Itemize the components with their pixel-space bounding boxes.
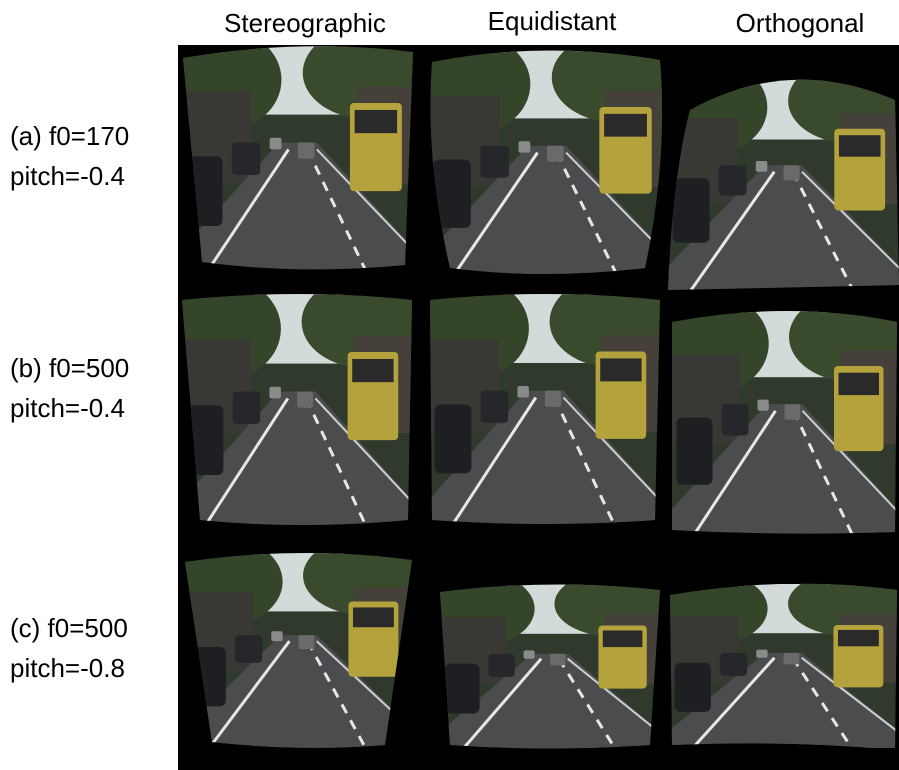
row-pitch: pitch=-0.4 (10, 393, 125, 423)
car (677, 418, 713, 485)
car (758, 400, 769, 411)
bus-window (604, 114, 647, 137)
row-label: (a) f0=170 (10, 121, 129, 151)
street-photo (647, 571, 899, 748)
car (435, 404, 472, 473)
row-label: (b) f0=500 (10, 353, 129, 383)
car (298, 142, 315, 158)
car (488, 654, 514, 677)
car (756, 650, 767, 658)
car (270, 138, 282, 150)
street-photo (418, 571, 682, 750)
car (517, 386, 529, 398)
car (480, 146, 509, 178)
car (299, 635, 315, 649)
car (785, 404, 801, 420)
car (518, 141, 530, 152)
column-header: Orthogonal (736, 8, 865, 38)
car (545, 391, 561, 407)
car (719, 165, 747, 195)
bus-window (839, 135, 881, 157)
bus-window (603, 630, 643, 647)
row-label: (c) f0=500 (10, 613, 128, 643)
car (233, 391, 261, 423)
car (756, 161, 768, 172)
car (722, 404, 749, 435)
car (675, 663, 711, 712)
column-header: Stereographic (224, 8, 386, 38)
street-photo (404, 32, 690, 278)
column-header: Equidistant (488, 6, 617, 36)
bus-window (838, 630, 879, 646)
car (550, 654, 565, 666)
car (524, 650, 535, 658)
car (297, 391, 313, 407)
car (784, 653, 800, 664)
bus-window (600, 358, 641, 381)
car (444, 664, 479, 714)
car (235, 635, 262, 663)
car (720, 653, 747, 676)
row-pitch: pitch=-0.4 (10, 161, 125, 191)
car (232, 142, 260, 174)
bus-window (352, 359, 393, 382)
street-photo (159, 275, 435, 526)
bus-window (355, 110, 397, 133)
car (673, 178, 710, 243)
car (547, 146, 564, 162)
street-photo (407, 276, 683, 524)
car (481, 391, 509, 423)
car (269, 387, 281, 399)
car (784, 165, 800, 180)
row-pitch: pitch=-0.8 (10, 653, 125, 683)
car (271, 631, 282, 641)
image-grid (156, 26, 899, 750)
figure: Stereographic Equidistant Orthogonal (a)… (0, 0, 899, 770)
bus-window (839, 373, 880, 395)
street-photo (650, 292, 899, 534)
bus-window (353, 607, 394, 627)
